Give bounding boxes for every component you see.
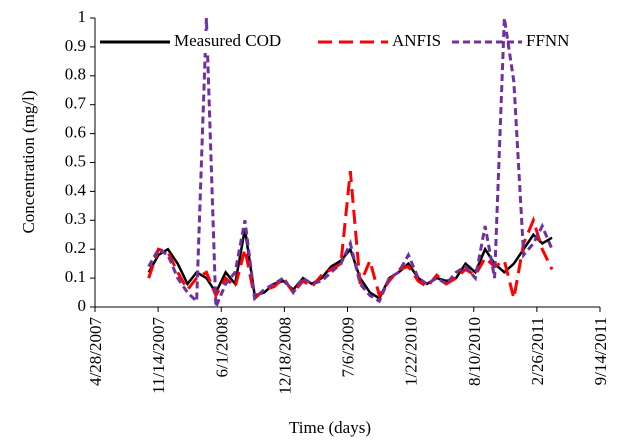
x-tick-label: 7/6/2009 [339,317,358,377]
legend-bg [172,31,310,53]
legend-label: ANFIS [392,31,441,50]
y-tick-label: 0.6 [65,123,86,142]
legend-label: FFNN [526,31,569,50]
series-line [147,18,554,307]
legend-label: Measured COD [174,31,281,50]
x-tick-label: 4/28/2007 [86,317,105,386]
legend-bg [390,31,448,53]
y-tick-label: 0.5 [65,151,86,170]
x-tick-label: 6/1/2008 [212,317,231,377]
x-tick-label: 9/14/2011 [591,317,610,385]
x-tick-label: 1/22/2010 [402,317,421,386]
y-tick-label: 0.2 [65,238,86,257]
y-tick-label: 1 [78,7,87,26]
y-tick-label: 0.4 [65,180,87,199]
x-tick-label: 8/10/2010 [465,317,484,386]
y-tick-label: 0 [78,296,87,315]
y-tick-label: 0.8 [65,65,86,84]
y-tick-label: 0.3 [65,209,86,228]
legend-bg [524,31,582,53]
plot-area [147,18,554,307]
y-axis-title: Concentration (mg/l) [19,90,38,233]
series-line [147,171,554,302]
x-tick-label: 11/14/2007 [149,317,168,394]
x-axis-title: Time (days) [289,418,371,437]
y-tick-label: 0.1 [65,267,86,286]
x-tick-label: 12/18/2008 [275,317,294,394]
x-tick-label: 2/26/2011 [528,317,547,385]
y-tick-label: 0.9 [65,36,86,55]
y-tick-label: 0.7 [65,94,87,113]
